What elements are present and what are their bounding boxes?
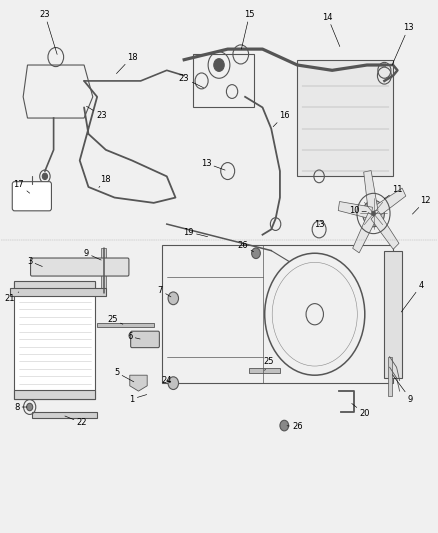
FancyBboxPatch shape (97, 323, 154, 327)
Text: 1: 1 (129, 394, 147, 403)
Text: 14: 14 (322, 13, 340, 46)
Polygon shape (130, 375, 147, 391)
Polygon shape (371, 212, 399, 249)
FancyBboxPatch shape (10, 288, 106, 296)
FancyBboxPatch shape (32, 413, 97, 418)
Circle shape (280, 420, 289, 431)
Text: 16: 16 (273, 111, 290, 127)
Circle shape (27, 403, 33, 411)
Text: 10: 10 (349, 206, 366, 215)
Text: 7: 7 (158, 286, 171, 297)
Text: 13: 13 (201, 159, 225, 170)
Text: 26: 26 (238, 241, 254, 252)
Text: 9: 9 (84, 249, 101, 260)
Circle shape (369, 208, 378, 219)
Text: 12: 12 (413, 196, 431, 214)
Text: 11: 11 (385, 185, 403, 199)
FancyBboxPatch shape (14, 390, 95, 399)
Text: 9: 9 (392, 375, 413, 403)
FancyBboxPatch shape (250, 368, 280, 373)
Text: 22: 22 (65, 416, 87, 427)
Text: 24: 24 (162, 376, 172, 385)
FancyBboxPatch shape (297, 60, 393, 176)
Text: 25: 25 (264, 358, 274, 370)
Text: 17: 17 (14, 180, 30, 193)
Text: 23: 23 (86, 106, 107, 120)
Circle shape (252, 248, 260, 259)
Text: 8: 8 (14, 402, 27, 411)
Polygon shape (364, 171, 378, 212)
FancyBboxPatch shape (14, 282, 95, 399)
Circle shape (214, 59, 224, 71)
Circle shape (42, 173, 47, 180)
Text: 18: 18 (99, 174, 111, 188)
Text: 23: 23 (39, 10, 57, 54)
Text: 26: 26 (287, 422, 303, 431)
Text: 19: 19 (183, 228, 208, 237)
Text: 25: 25 (107, 315, 123, 324)
Text: 15: 15 (241, 10, 255, 49)
FancyBboxPatch shape (131, 331, 159, 348)
Polygon shape (353, 213, 377, 253)
Text: 6: 6 (127, 332, 140, 341)
Text: 3: 3 (27, 257, 42, 266)
Text: 4: 4 (401, 280, 424, 312)
Polygon shape (338, 201, 372, 219)
Text: 23: 23 (179, 74, 203, 87)
FancyBboxPatch shape (102, 248, 106, 293)
FancyBboxPatch shape (385, 251, 402, 378)
Text: 13: 13 (314, 220, 325, 229)
FancyBboxPatch shape (12, 182, 51, 211)
FancyBboxPatch shape (14, 281, 95, 290)
Circle shape (363, 200, 385, 227)
FancyBboxPatch shape (388, 357, 392, 397)
Circle shape (168, 377, 179, 390)
Text: 21: 21 (5, 292, 19, 303)
Text: 20: 20 (352, 403, 370, 418)
Circle shape (168, 292, 179, 305)
Text: 5: 5 (114, 368, 134, 382)
Text: 18: 18 (117, 53, 137, 74)
FancyBboxPatch shape (31, 258, 129, 276)
Polygon shape (373, 188, 406, 217)
Text: 13: 13 (392, 23, 413, 65)
